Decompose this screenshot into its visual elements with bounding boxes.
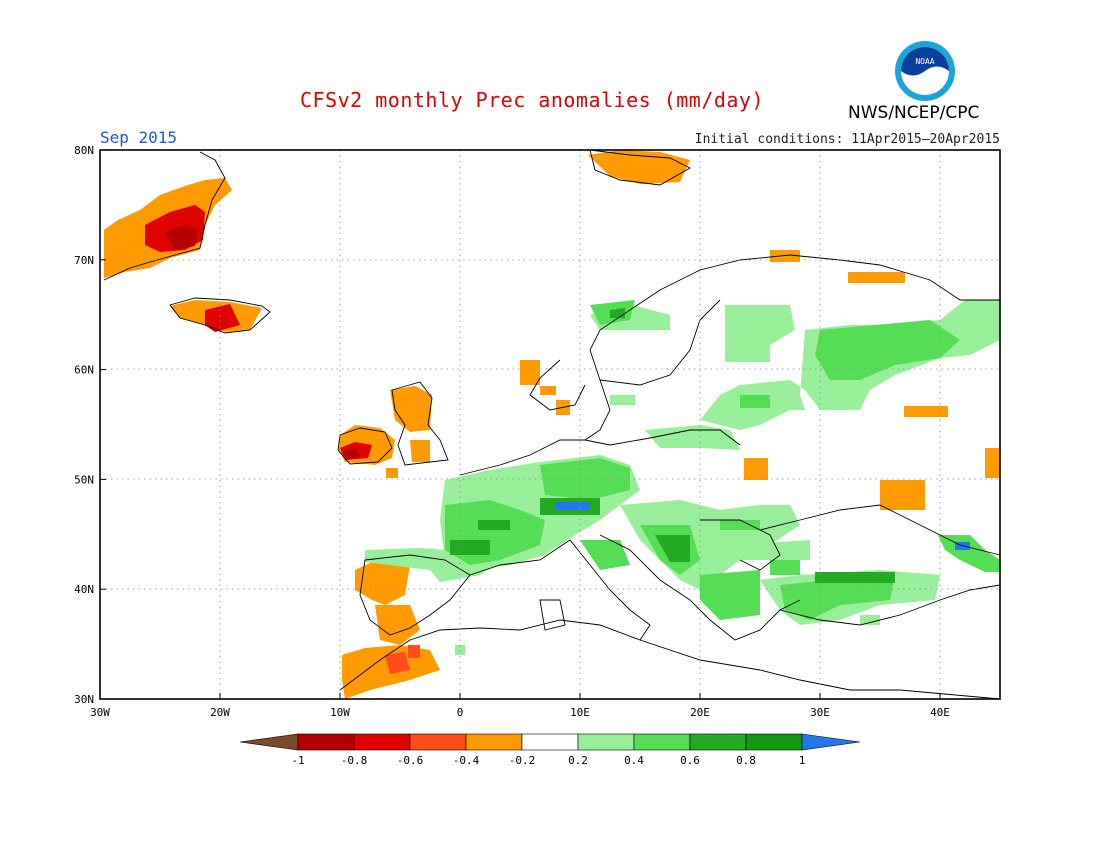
lon-tick-label: 30W: [90, 706, 110, 719]
lat-tick-label: 30N: [74, 693, 94, 706]
colorbar-label: -0.4: [453, 754, 480, 767]
lon-tick-label: 20E: [690, 706, 710, 719]
colorbar-label: -0.2: [509, 754, 536, 767]
lon-tick-label: 20W: [210, 706, 230, 719]
lat-tick-label: 50N: [74, 473, 94, 486]
anomaly-shading: [104, 150, 1000, 699]
coastlines: [103, 149, 1001, 700]
colorbar: [239, 733, 861, 751]
agency-label: NWS/NCEP/CPC: [848, 103, 980, 123]
colorbar-segment: [353, 733, 411, 751]
colorbar-label: 0.2: [568, 754, 588, 767]
lat-tick-label: 60N: [74, 364, 94, 377]
colorbar-high-arrow: [801, 733, 861, 751]
forecast-month: Sep 2015: [100, 128, 178, 147]
logo-text: NOAA: [915, 57, 934, 66]
noaa-logo-icon: NOAA: [895, 41, 955, 101]
initial-conditions: Initial conditions: 11Apr2015–20Apr2015: [694, 132, 1000, 147]
colorbar-segment: [409, 733, 467, 751]
lat-tick-label: 70N: [74, 254, 94, 267]
lon-tick-label: 40E: [930, 706, 950, 719]
colorbar-segment: [297, 733, 355, 751]
lon-tick-label: 30E: [810, 706, 830, 719]
chart-title: CFSv2 monthly Prec anomalies (mm/day): [300, 88, 765, 112]
colorbar-segment: [465, 733, 523, 751]
colorbar-segment: [521, 733, 579, 751]
graticule: [100, 150, 1000, 699]
lon-tick-label: 10W: [330, 706, 350, 719]
colorbar-segment: [745, 733, 803, 751]
lat-tick-label: 40N: [74, 583, 94, 596]
lon-tick-label: 10E: [570, 706, 590, 719]
lat-tick-label: 80N: [74, 144, 94, 157]
lon-tick-label: 0: [457, 706, 464, 719]
longitude-ticks: 30W 20W 10W 0 10E 20E 30E 40E: [90, 693, 950, 719]
colorbar-low-arrow: [239, 733, 299, 751]
colorbar-label: 1: [799, 754, 806, 767]
colorbar-segment: [577, 733, 635, 751]
colorbar-label: 0.4: [624, 754, 644, 767]
colorbar-label: 0.8: [736, 754, 756, 767]
colorbar-label: -0.6: [397, 754, 424, 767]
colorbar-label: -0.8: [341, 754, 368, 767]
map-frame: [99, 149, 1001, 700]
colorbar-segment: [633, 733, 691, 751]
colorbar-label: 0.6: [680, 754, 700, 767]
colorbar-segment: [689, 733, 747, 751]
colorbar-label: -1: [291, 754, 304, 767]
latitude-ticks: 30N 40N 50N 60N 70N 80N: [74, 144, 106, 706]
colorbar-labels: -1 -0.8 -0.6 -0.4 -0.2 0.2 0.4 0.6 0.8 1: [291, 754, 805, 767]
